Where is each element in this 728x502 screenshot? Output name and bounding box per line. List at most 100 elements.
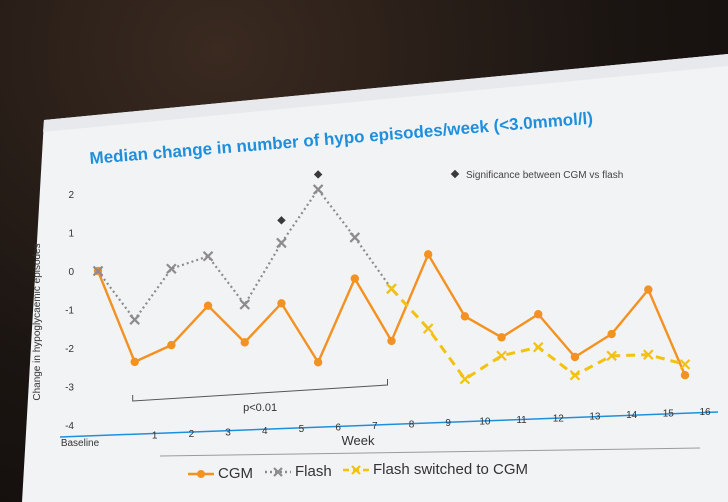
x-tick-label: 3 — [225, 427, 231, 438]
data-point — [497, 333, 506, 342]
series-layer — [92, 184, 691, 385]
data-point-stroke — [276, 237, 287, 249]
data-point-stroke — [166, 263, 177, 275]
x-tick-label: 16 — [699, 407, 711, 418]
data-point — [570, 352, 580, 362]
data-point — [350, 274, 360, 283]
data-point — [277, 299, 286, 308]
y-tick-label: 1 — [68, 229, 74, 240]
y-tick-label: 2 — [68, 190, 74, 201]
data-point-stroke — [459, 373, 471, 385]
p-value-label: p<0.01 — [243, 402, 277, 414]
data-point-stroke — [496, 350, 507, 362]
data-point-stroke — [532, 341, 544, 353]
series-flash-switched-to-cgm — [386, 283, 691, 385]
data-point-stroke — [92, 265, 104, 277]
data-point-stroke — [679, 359, 691, 370]
data-point-stroke — [312, 184, 324, 195]
legend-marker — [197, 470, 205, 478]
y-tick-label: -2 — [65, 344, 74, 355]
significance-legend: Significance between CGM vs flash — [450, 169, 623, 181]
p-value-annotation: p<0.01 — [132, 379, 388, 414]
data-point-stroke — [386, 283, 397, 295]
data-point — [534, 310, 543, 319]
data-point — [202, 250, 214, 262]
data-point — [606, 350, 617, 362]
data-point — [203, 301, 213, 310]
data-point-stroke — [349, 232, 361, 243]
data-point — [569, 369, 581, 381]
data-point — [92, 265, 104, 277]
x-tick-label: 10 — [479, 416, 491, 427]
data-point — [313, 358, 323, 367]
significance-legend-diamond — [450, 169, 460, 179]
x-tick-label: 7 — [372, 421, 378, 432]
x-tick-label: 5 — [299, 424, 305, 435]
x-tick-label: 2 — [189, 429, 195, 440]
slide-surface — [22, 54, 728, 502]
data-point — [387, 336, 396, 346]
y-tick-label: -4 — [65, 421, 74, 432]
data-point — [240, 338, 249, 347]
y-tick-label: -3 — [65, 383, 74, 394]
significance-marker — [277, 216, 286, 225]
data-point-stroke — [422, 323, 434, 334]
legend-label: Flash switched to CGM — [373, 461, 528, 478]
data-point — [496, 350, 507, 362]
series-line — [97, 188, 393, 321]
data-point — [386, 283, 397, 295]
data-point — [532, 341, 544, 353]
slide-top-band — [43, 54, 728, 132]
significance-marker — [313, 170, 323, 179]
data-point-stroke — [239, 299, 251, 310]
y-axis-label: Change in hypoglycaemic episodes — [32, 243, 43, 400]
data-point — [607, 329, 616, 339]
data-point — [312, 184, 324, 195]
x-tick-label: 12 — [553, 413, 565, 424]
significance-legend-label: Significance between CGM vs flash — [466, 170, 623, 181]
data-point-stroke — [129, 314, 140, 325]
legend-entry: Flash — [265, 463, 332, 480]
data-point — [129, 314, 140, 325]
data-point — [459, 373, 471, 385]
x-axis-label: Week — [342, 433, 375, 448]
y-tick-label: -1 — [65, 306, 74, 317]
x-tick-label: 13 — [589, 412, 601, 423]
data-point — [422, 323, 434, 334]
y-tick-label: 0 — [68, 267, 74, 278]
data-point — [680, 371, 690, 380]
data-point-stroke — [202, 250, 214, 262]
data-point — [679, 359, 691, 370]
data-point — [276, 237, 287, 249]
significance-bracket — [132, 379, 388, 402]
data-point — [166, 263, 177, 275]
legend-label: CGM — [218, 465, 253, 482]
data-point — [239, 299, 251, 310]
y-axis-ticks: -4 -3 -2 -1 0 1 2 — [65, 190, 74, 432]
data-point — [644, 285, 653, 294]
data-point — [460, 312, 470, 321]
data-point-stroke — [569, 369, 581, 381]
legend-marker — [351, 465, 361, 475]
data-point — [349, 232, 361, 243]
legend-label: Flash — [295, 463, 332, 480]
legend-divider — [159, 447, 701, 457]
x-axis-line — [59, 411, 719, 438]
x-tick-label: 14 — [626, 410, 638, 421]
x-tick-label: Baseline — [61, 438, 100, 449]
data-point — [423, 250, 433, 259]
significance-markers — [277, 170, 323, 225]
data-point-stroke — [643, 349, 654, 360]
x-tick-label: 15 — [663, 409, 675, 420]
chart-legend: CGM Flash Flash switched to CGM — [188, 461, 528, 482]
data-point — [130, 357, 139, 367]
x-tick-label: 11 — [516, 415, 527, 426]
x-tick-label: 9 — [445, 418, 451, 429]
data-point — [643, 349, 654, 360]
legend-marker — [273, 467, 283, 477]
x-tick-label: 6 — [335, 423, 341, 434]
x-tick-label: 4 — [262, 426, 268, 437]
x-tick-label: 8 — [409, 420, 415, 431]
